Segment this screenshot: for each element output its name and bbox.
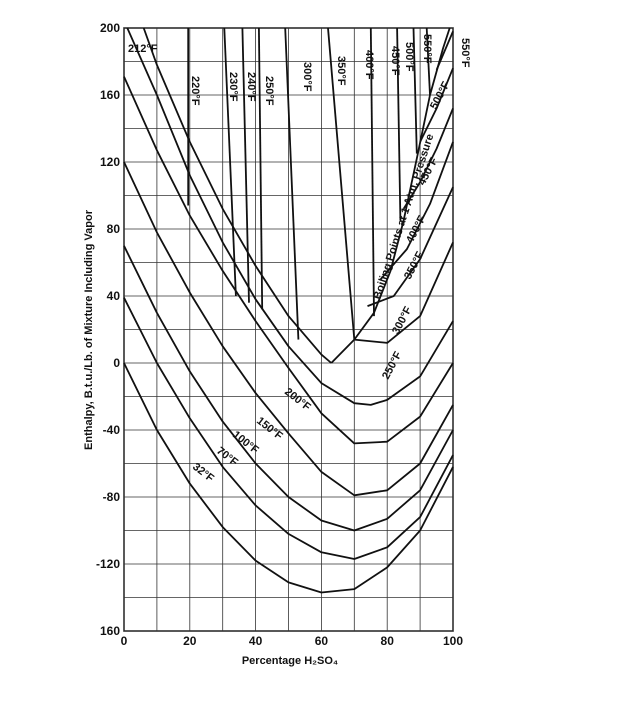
isotherm-line: [241, 27, 250, 303]
series-label: 450°F: [389, 46, 401, 76]
series-label: 500°F: [403, 42, 415, 72]
series-label: 212°F: [128, 43, 158, 55]
x-tick-label: 40: [249, 634, 263, 648]
y-tick-label: 80: [107, 222, 121, 236]
isotherm-line: [367, 186, 454, 307]
series-label: 550°F: [421, 34, 433, 64]
y-tick-label: 160: [100, 624, 120, 638]
series-label: 250°F: [380, 350, 405, 382]
y-tick-label: 200: [100, 21, 120, 35]
y-tick-label: 160: [100, 88, 120, 102]
isotherm-line: [327, 27, 356, 340]
isotherm-line: [425, 27, 431, 96]
series-label: 230°F: [227, 72, 239, 102]
y-tick-label: 0: [113, 356, 120, 370]
isotherm-line: [412, 27, 418, 154]
isotherm-line: [402, 108, 454, 210]
series-label: 32°F: [190, 461, 216, 485]
isotherm-line: [369, 27, 375, 317]
series-label: 350°F: [335, 56, 347, 86]
series-label: 550°F: [459, 38, 471, 68]
isotherm-line: [419, 67, 454, 143]
y-tick-label: -120: [96, 557, 120, 571]
series-label: 300°F: [301, 62, 313, 92]
series-label: 240°F: [245, 72, 257, 102]
isotherm-line: [123, 362, 454, 594]
y-tick-label: 40: [107, 289, 121, 303]
isotherm-line: [223, 27, 237, 297]
x-tick-label: 20: [183, 634, 197, 648]
x-tick-label: 60: [315, 634, 329, 648]
isotherm-line: [123, 245, 454, 532]
isotherm-line: [123, 76, 454, 445]
y-tick-label: -80: [103, 490, 121, 504]
isotherm-line: [379, 141, 454, 280]
series-label: 300°F: [390, 305, 415, 337]
isotherm-line: [396, 27, 402, 221]
isotherm-line: [126, 27, 454, 406]
isotherm-line: [354, 242, 454, 344]
series-label: 150°F: [254, 415, 285, 443]
isotherm-line: [330, 27, 451, 364]
series-label: 400°F: [363, 50, 375, 80]
x-tick-label: 100: [443, 634, 463, 648]
series-label: 200°F: [282, 386, 313, 414]
x-axis-label: Percentage H₂SO₄: [242, 655, 338, 667]
series-label: 100°F: [230, 429, 261, 457]
series-label: 220°F: [189, 76, 201, 106]
series-label: 350°F: [402, 250, 427, 282]
isotherm-line: [142, 27, 332, 364]
x-tick-label: 80: [381, 634, 395, 648]
x-tick-label: 0: [121, 634, 128, 648]
series-label: 250°F: [263, 76, 275, 106]
y-tick-label: -40: [103, 423, 121, 437]
isotherm-line: [123, 297, 454, 560]
y-tick-label: 120: [100, 155, 120, 169]
y-axis-label: Enthalpy, B.t.u./Lb. of Mixture Includin…: [83, 209, 95, 450]
series-label: 70°F: [214, 445, 240, 469]
isotherm-line: [123, 161, 454, 497]
isotherm-line: [284, 27, 300, 340]
series-label: 500°F: [428, 80, 453, 112]
isotherm-line: [258, 27, 264, 310]
